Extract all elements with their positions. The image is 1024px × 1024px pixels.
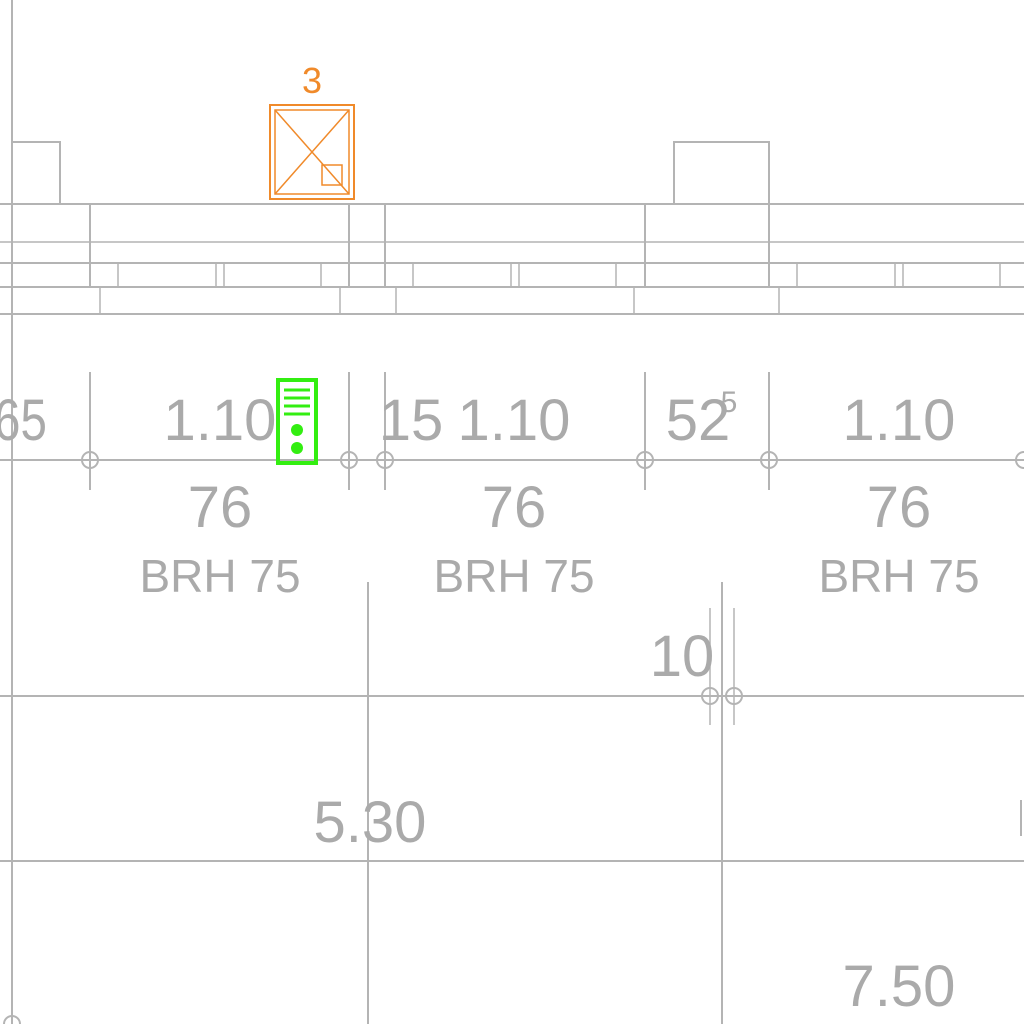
- lower-grid-lines: [0, 582, 1024, 1024]
- dimension-5-30: 5.30: [314, 790, 427, 855]
- upper-column-right: [673, 141, 770, 205]
- dimension-1-10-c: 1.10: [843, 388, 956, 453]
- dimension-line-upper: [0, 372, 1024, 490]
- dimension-76-b: 76: [482, 475, 547, 540]
- dimension-10: 10: [650, 624, 715, 689]
- dimension-76-a: 76: [188, 475, 253, 540]
- intercom-icon: [276, 378, 318, 465]
- electrical-box-icon: [269, 104, 355, 200]
- dimension-65: 65: [0, 389, 47, 454]
- upper-column-left: [12, 141, 61, 204]
- window-label-brh-c: BRH 75: [818, 550, 979, 602]
- dimension-15: 15: [379, 388, 444, 453]
- dimension-76-c: 76: [867, 475, 932, 540]
- dimension-52-superscript: 5: [721, 386, 738, 419]
- electrical-box-tag: 3: [302, 60, 322, 101]
- dimension-1-10-a: 1.10: [164, 388, 277, 453]
- window-label-brh-b: BRH 75: [433, 550, 594, 602]
- dimension-52: 52: [666, 388, 731, 453]
- window-label-brh-a: BRH 75: [139, 550, 300, 602]
- dimension-1-10-b: 1.10: [458, 388, 571, 453]
- facade-lines: [0, 203, 1024, 315]
- dimension-7-50: 7.50: [843, 954, 956, 1019]
